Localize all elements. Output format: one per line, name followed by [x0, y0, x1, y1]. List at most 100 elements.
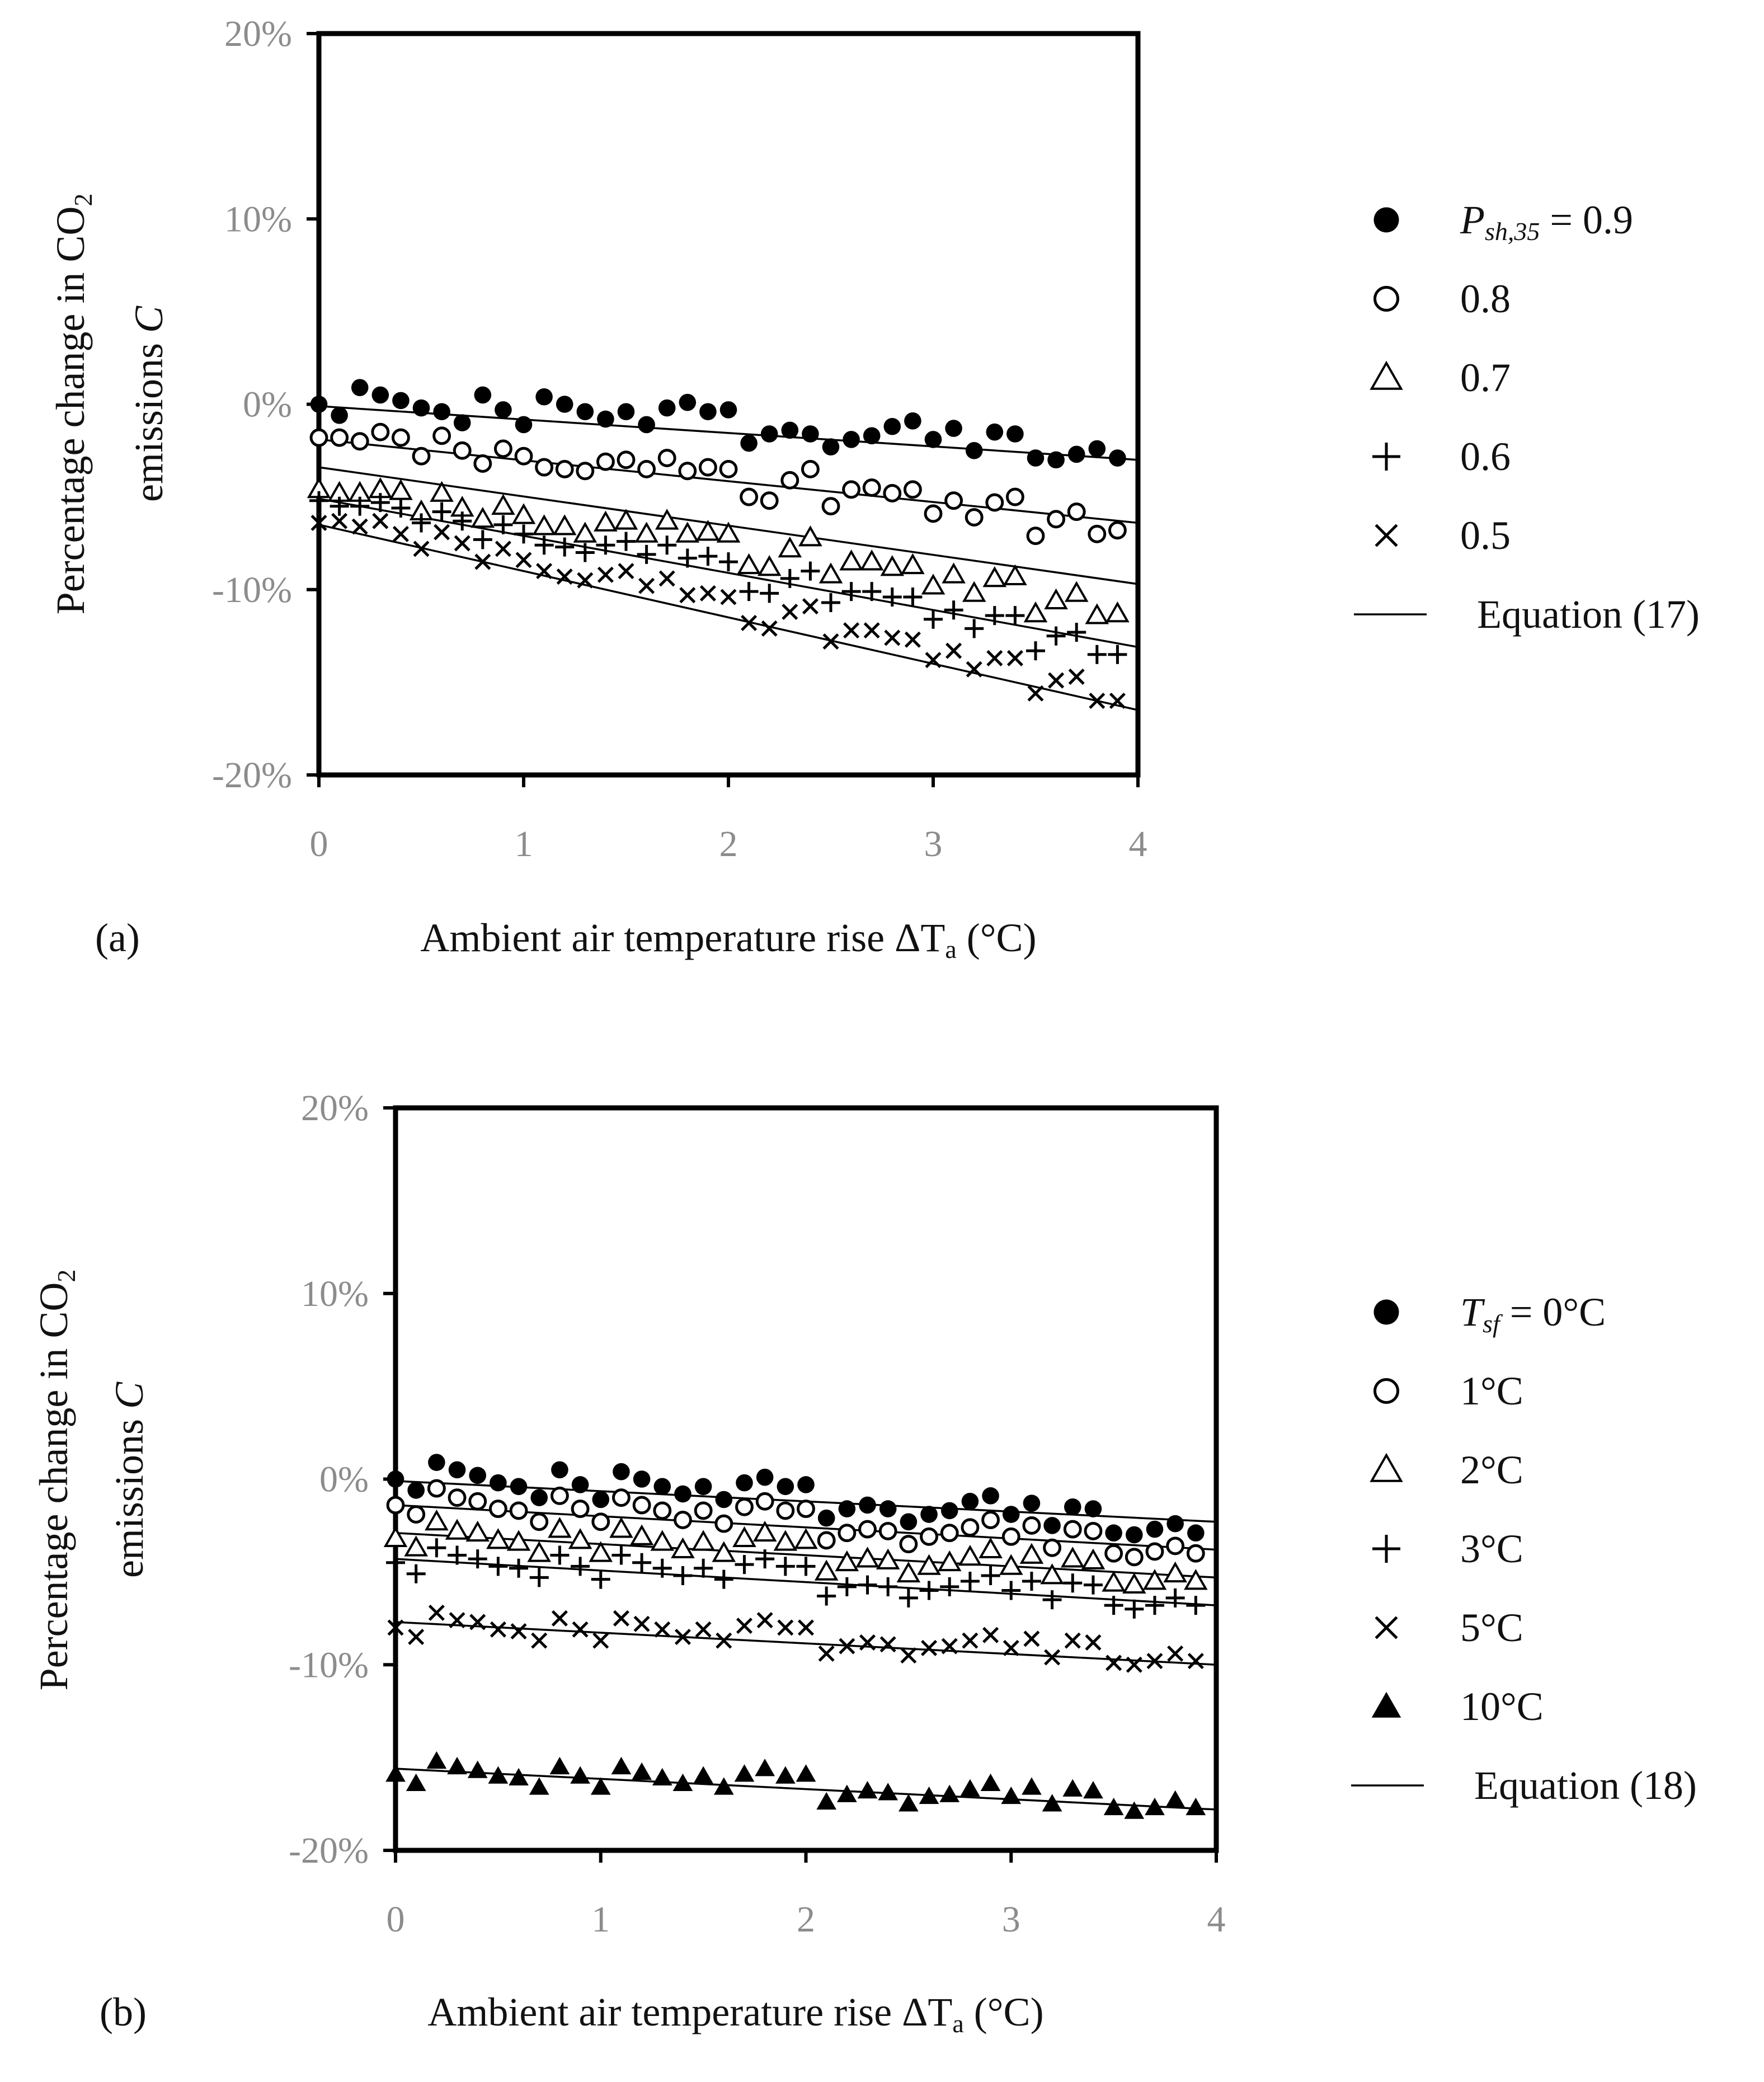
legend-label-3: 3°C — [1460, 1526, 1523, 1571]
series-1 — [309, 422, 1127, 546]
y-tick-label: 10% — [301, 1273, 369, 1314]
series-0 — [387, 1454, 1205, 1544]
data-point — [1023, 601, 1048, 623]
data-point — [920, 1527, 938, 1546]
data-point — [577, 572, 594, 589]
y-tick-label: 10% — [224, 199, 292, 239]
fit-line-5 — [395, 1768, 1217, 1811]
data-point — [739, 582, 759, 601]
data-point — [714, 1514, 733, 1533]
data-point — [387, 1470, 404, 1488]
data-point — [571, 1476, 589, 1493]
data-point — [735, 1555, 754, 1575]
data-point — [740, 434, 758, 452]
data-point — [412, 399, 430, 417]
data-point — [309, 491, 328, 510]
x-tick-label: 0 — [387, 1899, 405, 1940]
data-point — [1046, 626, 1066, 646]
data-point — [862, 478, 881, 497]
data-point — [551, 1610, 568, 1627]
x-axis-label: Ambient air temperature rise ΔTa (°C) — [427, 1990, 1043, 2038]
legend-marker-1 — [1373, 1378, 1399, 1404]
y-tick-label: 0% — [243, 384, 292, 425]
data-point — [1047, 510, 1066, 529]
data-point — [467, 1760, 488, 1778]
data-point — [571, 1500, 590, 1519]
legend-marker-3 — [1372, 443, 1400, 471]
data-point — [549, 1756, 570, 1775]
data-point — [611, 1756, 632, 1775]
data-point — [1085, 603, 1109, 624]
data-point — [1027, 685, 1044, 702]
data-point — [509, 1768, 529, 1786]
data-point — [1186, 1797, 1206, 1816]
data-point — [979, 1537, 1003, 1558]
data-point — [736, 1618, 752, 1634]
series-3 — [309, 491, 1127, 664]
data-point — [878, 1783, 899, 1801]
data-point — [383, 1526, 408, 1548]
data-point — [1104, 1596, 1123, 1615]
data-point — [899, 1794, 919, 1812]
data-point — [737, 553, 761, 575]
data-point — [674, 1511, 692, 1529]
data-point — [939, 1784, 960, 1802]
data-point — [674, 1485, 692, 1503]
data-point — [773, 1530, 798, 1551]
data-point — [1023, 1630, 1040, 1647]
data-point — [1060, 1547, 1085, 1568]
data-point — [449, 1612, 465, 1629]
data-point — [797, 1619, 815, 1636]
data-point — [535, 388, 553, 406]
data-point — [719, 459, 738, 478]
data-point — [735, 1497, 754, 1516]
data-point — [965, 619, 984, 638]
data-point — [741, 614, 758, 631]
data-point — [592, 1491, 610, 1508]
data-point — [514, 447, 533, 466]
data-point — [921, 574, 945, 595]
data-point — [1126, 1656, 1142, 1673]
data-point — [679, 393, 697, 411]
data-point — [637, 459, 656, 478]
data-point — [691, 1530, 716, 1551]
data-point — [1087, 645, 1107, 664]
data-point — [982, 1487, 999, 1505]
fit-line-0 — [318, 405, 1139, 461]
data-point — [985, 606, 1004, 626]
data-point — [962, 581, 986, 602]
data-point — [413, 541, 430, 557]
data-point — [592, 1632, 609, 1649]
data-point — [495, 401, 512, 419]
data-point — [425, 1509, 449, 1531]
data-point — [385, 1764, 406, 1782]
data-point — [594, 510, 618, 532]
data-point — [453, 414, 471, 431]
data-point — [371, 386, 389, 404]
data-point — [655, 509, 679, 530]
data-point — [555, 537, 575, 557]
data-point — [945, 420, 962, 437]
data-point — [821, 497, 840, 516]
data-point — [940, 1577, 959, 1596]
data-point — [1026, 641, 1045, 661]
data-point — [797, 1476, 815, 1493]
data-point — [371, 422, 390, 441]
legend-label-1: 0.8 — [1460, 276, 1511, 321]
data-point — [638, 577, 655, 594]
data-point — [469, 1467, 486, 1484]
data-point — [819, 562, 843, 584]
data-point — [453, 441, 472, 460]
data-point — [775, 1557, 795, 1576]
data-point — [876, 1548, 900, 1569]
data-point — [614, 509, 638, 530]
data-point — [880, 555, 905, 576]
data-point — [796, 1557, 816, 1576]
data-point — [1166, 1536, 1185, 1555]
data-point — [1125, 1599, 1144, 1619]
data-point — [465, 1520, 490, 1542]
data-point — [760, 425, 778, 443]
data-point — [1146, 1520, 1164, 1538]
data-point — [863, 622, 880, 639]
fit-line-4 — [318, 524, 1139, 711]
